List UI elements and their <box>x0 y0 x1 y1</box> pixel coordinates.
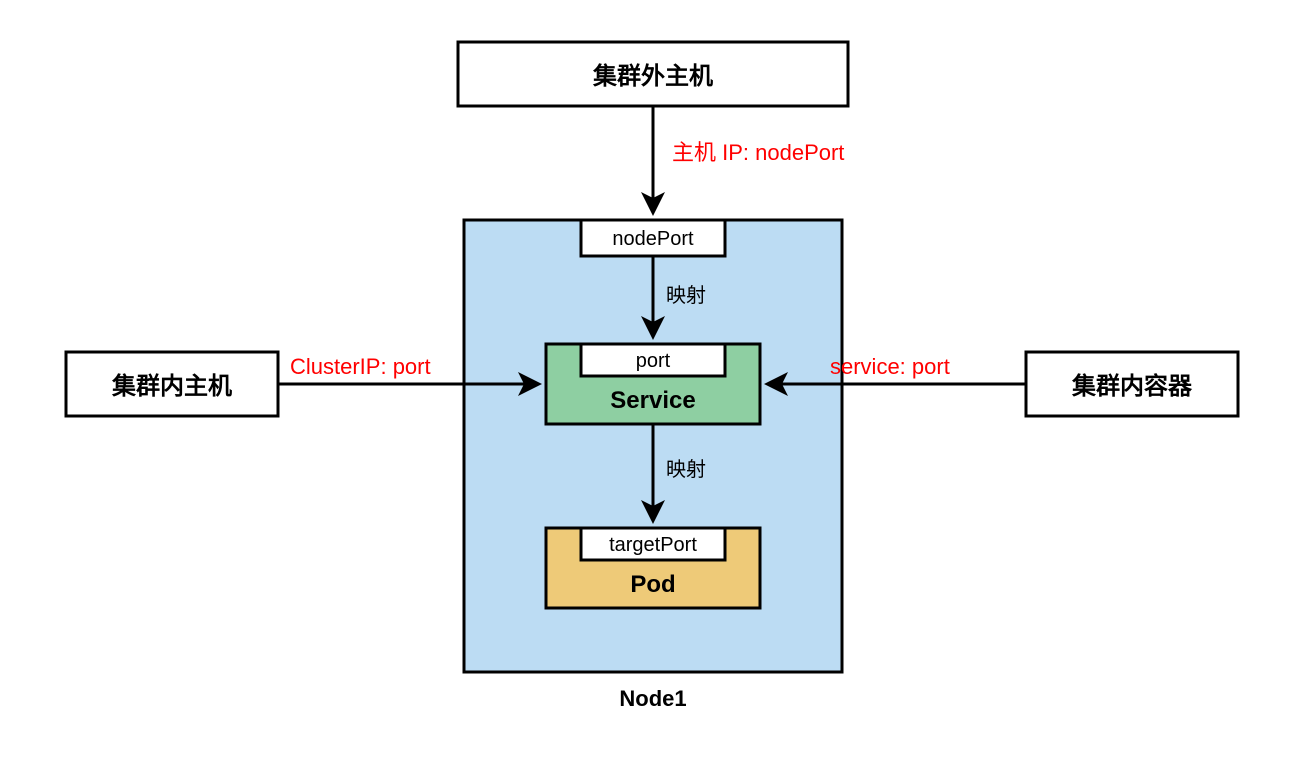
targetport-label: targetPort <box>609 534 697 556</box>
cluster-container-label: 集群内容器 <box>1071 372 1193 400</box>
label-svc-to-pod: 映射 <box>666 458 706 481</box>
label-cont-to-svc: service: port <box>830 354 950 379</box>
service-port-label: port <box>636 350 671 372</box>
label-host-to-svc: ClusterIP: port <box>290 354 431 379</box>
nodeport-label: nodePort <box>612 228 694 250</box>
external-host-label: 集群外主机 <box>592 62 713 90</box>
label-nodeport-to-svc: 映射 <box>666 284 706 307</box>
kubernetes-service-diagram: Node1 nodePort port Service targetPort P… <box>0 0 1306 762</box>
node1-label: Node1 <box>619 686 686 711</box>
label-ext-to-node: 主机 IP: nodePort <box>672 140 844 165</box>
service-label: Service <box>610 387 695 414</box>
cluster-host-label: 集群内主机 <box>111 372 232 400</box>
pod-label: Pod <box>630 571 675 598</box>
